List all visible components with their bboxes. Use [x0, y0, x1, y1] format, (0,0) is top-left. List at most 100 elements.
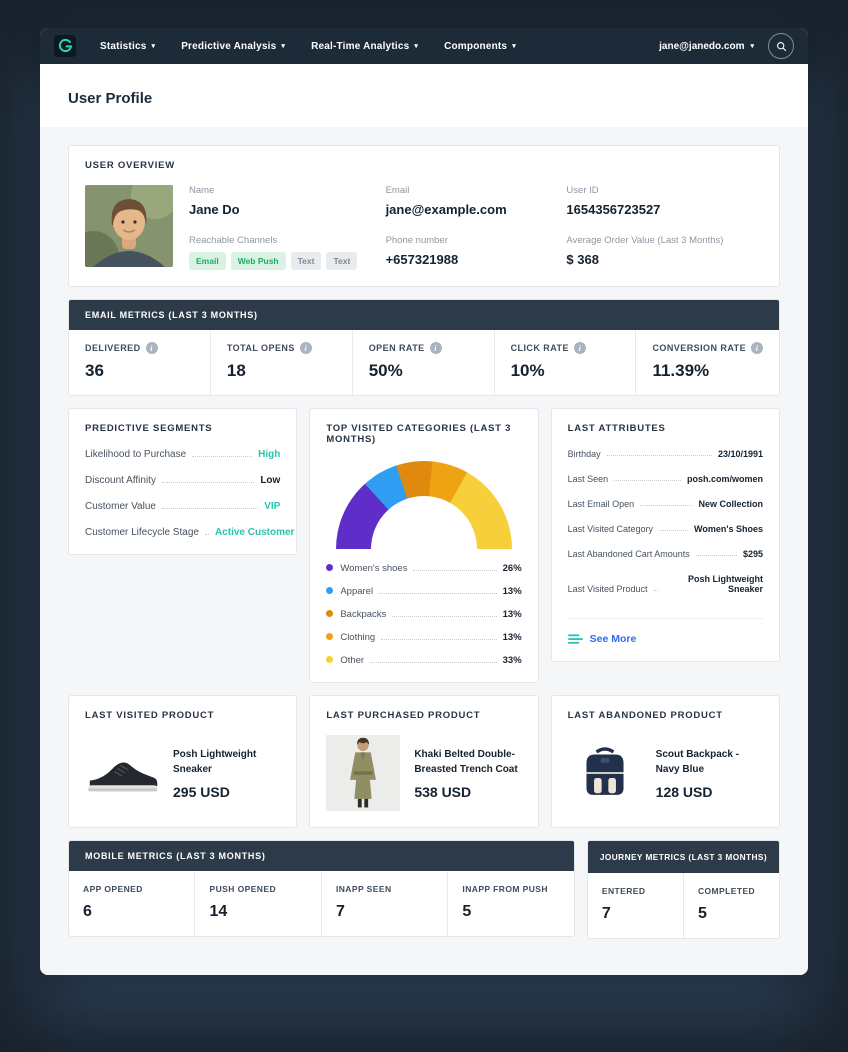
legend-label: Other [340, 655, 365, 666]
metric-value: 7 [601, 905, 611, 922]
legend-item: Backpacks 13% [326, 609, 522, 620]
category-legend: Women's shoes 26% Apparel 13% Backpacks [326, 563, 522, 666]
legend-label: Women's shoes [340, 563, 408, 574]
channel-badge: Text [326, 252, 358, 270]
attribute-row: Last Email Open New Collection [568, 499, 763, 509]
metric-push-opened: PUSH OPENED 14 [194, 871, 320, 936]
segment-label: Customer Lifecycle Stage [85, 527, 199, 538]
field-email: Email jane@example.com [386, 185, 567, 217]
see-more-link[interactable]: See More [567, 618, 763, 645]
metric-value: 5 [462, 903, 472, 920]
attribute-label: Last Abandoned Cart Amounts [567, 549, 690, 559]
attribute-value: 23/10/1991 [717, 449, 763, 459]
metric-label: DELIVERED [85, 343, 141, 353]
metric-entered: ENTERED 7 [588, 873, 683, 938]
metric-completed: COMPLETED 5 [682, 873, 779, 938]
card-title: LAST PURCHASED PRODUCT [326, 710, 481, 721]
product-price: 295 USD [173, 783, 230, 800]
info-icon[interactable]: i [751, 342, 764, 354]
attribute-label: Last Visited Category [567, 524, 654, 534]
metric-value: 5 [697, 905, 707, 922]
dotted-leader [392, 616, 497, 617]
attribute-row: Birthday 23/10/1991 [568, 449, 763, 459]
field-value: +657321988 [385, 252, 459, 267]
legend-dot [326, 633, 334, 640]
metric-click-rate: CLICK RATE i 10% [493, 330, 636, 395]
field-value: $ 368 [566, 252, 599, 267]
legend-percent: 26% [502, 563, 522, 574]
dotted-leader [204, 534, 209, 535]
category-gauge-chart [335, 461, 512, 549]
list-icon [567, 633, 583, 645]
field-label: Phone number [385, 235, 448, 246]
info-icon[interactable]: i [573, 342, 586, 354]
predictive-segments-card: PREDICTIVE SEGMENTS Likelihood to Purcha… [68, 408, 298, 555]
card-header-strip: JOURNEY METRICS (LAST 3 MONTHS) [587, 841, 779, 873]
metric-inapp-seen: INAPP SEEN 7 [320, 871, 447, 936]
chevron-down-icon: ▾ [281, 42, 286, 50]
metric-value: 50% [368, 361, 403, 380]
logo[interactable] [54, 35, 76, 57]
user-overview-card: USER OVERVIEW [68, 145, 780, 287]
attribute-label: Last Visited Product [567, 584, 648, 594]
app-window: Statistics ▾ Predictive Analysis ▾ Real-… [40, 28, 808, 975]
dotted-leader [614, 480, 681, 481]
top-right-area: jane@janedo.com ▾ [659, 33, 794, 59]
dotted-leader [653, 590, 658, 591]
user-overview-grid: Name Jane Do Email jane@example.com User… [85, 185, 763, 270]
avatar [85, 185, 173, 267]
metric-total-opens: TOTAL OPENS i 18 [209, 330, 352, 395]
last-purchased-product-card: LAST PURCHASED PRODUCT [309, 695, 539, 828]
dotted-leader [381, 639, 497, 640]
segment-value: VIP [264, 501, 281, 512]
dotted-leader [370, 662, 497, 663]
field-reachable-channels: Reachable Channels Email Web Push Text T… [189, 235, 386, 270]
info-icon[interactable]: i [299, 342, 312, 354]
nav-item-label: Statistics [100, 40, 147, 52]
info-icon[interactable]: i [145, 342, 158, 354]
attribute-value: posh.com/women [686, 474, 763, 484]
middle-row: PREDICTIVE SEGMENTS Likelihood to Purcha… [68, 408, 780, 683]
account-menu[interactable]: jane@janedo.com ▾ [659, 41, 754, 52]
attribute-row: Last Abandoned Cart Amounts $295 [568, 549, 763, 559]
last-abandoned-product-card: LAST ABANDONED PRODUCT Scout B [550, 695, 780, 828]
last-visited-product-card: LAST VISITED PRODUCT Posh Lightweight Sn… [68, 695, 298, 828]
info-icon[interactable]: i [429, 342, 442, 354]
metric-app-opened: APP OPENED 6 [69, 871, 194, 936]
field-average-order-value: Average Order Value (Last 3 Months) $ 36… [566, 235, 763, 267]
segment-row: Customer Value VIP [85, 501, 280, 512]
segment-value: Low [260, 475, 281, 486]
chevron-down-icon: ▾ [414, 42, 419, 50]
metric-label: COMPLETED [697, 886, 756, 896]
metric-inapp-from-push: INAPP FROM PUSH 5 [447, 871, 573, 936]
segment-row: Likelihood to Purchase High [85, 449, 280, 460]
search-button[interactable] [768, 33, 794, 59]
legend-dot [326, 564, 334, 571]
account-email: jane@janedo.com [659, 40, 745, 52]
field-value: 1654356723527 [566, 202, 661, 217]
journey-metrics-card: JOURNEY METRICS (LAST 3 MONTHS) ENTERED … [586, 840, 780, 939]
nav-item-components[interactable]: Components ▾ [444, 41, 516, 52]
dotted-leader [413, 570, 497, 571]
dotted-leader [379, 593, 497, 594]
product-image-sneaker [85, 735, 159, 811]
metric-open-rate: OPEN RATE i 50% [351, 330, 494, 395]
nav-item-real-time-analytics[interactable]: Real-Time Analytics ▾ [311, 41, 418, 52]
metric-value: 7 [335, 903, 345, 920]
attribute-value: $295 [742, 549, 763, 559]
product-name: Scout Backpack - Navy Blue [655, 748, 740, 775]
product-price: 128 USD [655, 783, 713, 800]
card-title: LAST ATTRIBUTES [567, 423, 666, 434]
metric-label: PUSH OPENED [209, 884, 277, 894]
metric-label: ENTERED [601, 886, 646, 896]
legend-item: Clothing 13% [326, 632, 522, 643]
attribute-value: Posh Lightweight Sneaker [687, 574, 763, 594]
legend-percent: 33% [502, 655, 522, 666]
legend-dot [326, 610, 334, 617]
channel-badges: Email Web Push Text Text [189, 252, 386, 270]
nav-item-predictive-analysis[interactable]: Predictive Analysis ▾ [181, 41, 285, 52]
field-value: Jane Do [189, 202, 240, 217]
nav-item-statistics[interactable]: Statistics ▾ [100, 41, 155, 52]
attribute-label: Last Email Open [567, 499, 635, 509]
mobile-metrics-card: MOBILE METRICS (LAST 3 MONTHS) APP OPENE… [68, 840, 575, 937]
